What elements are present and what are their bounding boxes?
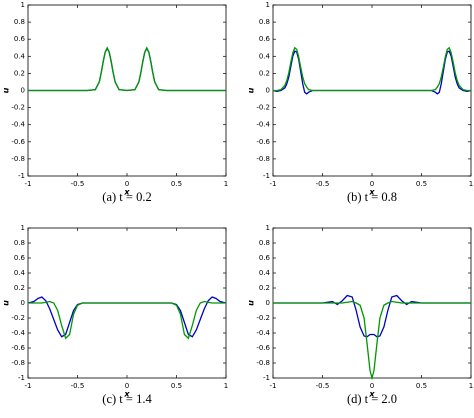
y-tick-label: -0.6 [256, 138, 270, 146]
y-tick-label: 0.6 [259, 35, 271, 43]
x-tick-label: 0 [125, 382, 129, 390]
y-tick-label: 0.4 [259, 269, 271, 277]
caption: (d) t = 2.0 [347, 392, 397, 406]
y-tick-label: 0.4 [259, 52, 271, 60]
caption: (c) t = 1.4 [102, 392, 152, 406]
x-tick-label: -0.5 [316, 382, 330, 390]
series-line [28, 300, 226, 340]
y-tick-label: 0.2 [259, 69, 270, 77]
x-tick-label: -1 [25, 180, 32, 188]
y-tick-label: -0.8 [256, 359, 270, 367]
y-tick-label: 0.6 [14, 35, 26, 43]
y-tick-label: 0.8 [14, 18, 25, 26]
y-tick-label: 0.8 [14, 239, 25, 247]
x-tick-label: 0 [370, 180, 374, 188]
y-tick-label: -0.6 [11, 138, 25, 146]
x-tick-label: 0.5 [416, 382, 427, 390]
y-axis-label: u [247, 87, 256, 93]
series-line [273, 294, 471, 338]
y-tick-label: 0.4 [14, 269, 26, 277]
y-tick-label: 0 [21, 299, 25, 307]
y-tick-label: 0.6 [259, 254, 271, 262]
x-tick-label: 0.5 [171, 180, 182, 188]
series-line [273, 46, 471, 92]
y-tick-label: -1 [263, 172, 270, 180]
y-tick-label: -0.6 [11, 344, 25, 352]
x-tick-label: 0.5 [171, 382, 182, 390]
y-tick-label: -0.2 [256, 104, 270, 112]
series-line [28, 46, 226, 92]
y-tick-label: 0 [266, 87, 270, 95]
x-tick-label: 0 [370, 382, 374, 390]
y-tick-label: -1 [263, 374, 270, 382]
x-tick-label: 1 [224, 382, 228, 390]
y-tick-label: 0.8 [259, 18, 270, 26]
x-tick-label: 1 [469, 180, 473, 188]
y-tick-label: 1 [21, 1, 25, 9]
y-tick-label: -0.8 [11, 155, 25, 163]
y-tick-label: -0.4 [256, 121, 270, 129]
y-tick-label: -0.6 [256, 344, 270, 352]
x-tick-label: -0.5 [316, 180, 330, 188]
caption: (b) t = 0.8 [347, 190, 397, 204]
y-axis-label: u [2, 300, 11, 306]
y-tick-label: 0.2 [14, 69, 25, 77]
y-tick-label: 0 [21, 87, 25, 95]
x-axis-label: x [123, 390, 130, 399]
y-tick-label: -0.8 [11, 359, 25, 367]
y-tick-label: 0.8 [259, 239, 270, 247]
y-tick-label: -0.4 [11, 329, 25, 337]
y-tick-label: 0.4 [14, 52, 26, 60]
y-tick-label: 0.2 [14, 284, 25, 292]
y-tick-label: -0.2 [11, 104, 25, 112]
x-tick-label: 1 [224, 180, 228, 188]
series-line [273, 300, 471, 381]
y-tick-label: 0.2 [259, 284, 270, 292]
series-line [28, 47, 226, 92]
x-axis-label: x [368, 188, 375, 197]
y-tick-label: -0.2 [11, 314, 25, 322]
y-tick-label: -0.4 [11, 121, 25, 129]
y-axis-label: u [247, 300, 256, 306]
y-tick-label: -0.2 [256, 314, 270, 322]
y-tick-label: -0.8 [256, 155, 270, 163]
x-axis-label: x [123, 188, 130, 197]
y-tick-label: 0.6 [14, 254, 26, 262]
y-tick-label: 1 [266, 1, 270, 9]
x-tick-label: -1 [25, 382, 32, 390]
x-axis-label: x [368, 390, 375, 399]
y-tick-label: 1 [21, 224, 25, 232]
y-tick-label: -0.4 [256, 329, 270, 337]
x-tick-label: 1 [469, 382, 473, 390]
x-tick-label: 0.5 [416, 180, 427, 188]
y-tick-label: -1 [18, 172, 25, 180]
x-tick-label: -0.5 [71, 382, 85, 390]
x-tick-label: -0.5 [71, 180, 85, 188]
caption: (a) t = 0.2 [102, 190, 151, 204]
y-tick-label: 1 [266, 224, 270, 232]
x-tick-label: -1 [270, 180, 277, 188]
y-tick-label: -1 [18, 374, 25, 382]
y-tick-label: 0 [266, 299, 270, 307]
x-tick-label: -1 [270, 382, 277, 390]
series-line [272, 50, 472, 95]
y-axis-label: u [2, 87, 11, 93]
x-tick-label: 0 [125, 180, 129, 188]
